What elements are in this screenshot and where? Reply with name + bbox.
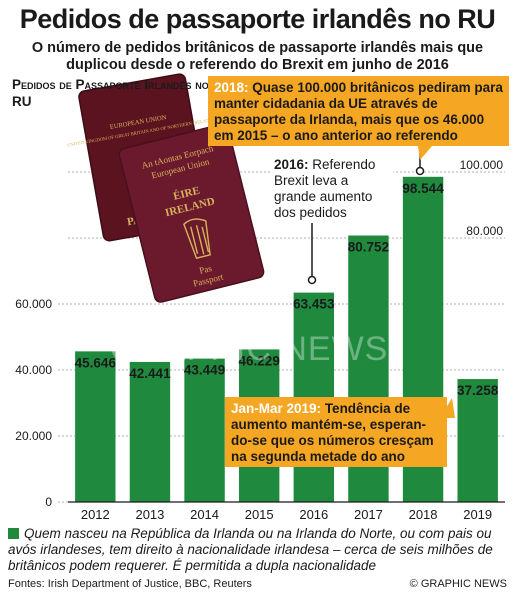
annotation-2018-text: Quase 100.000 britânicos pediram para ma… bbox=[214, 80, 503, 143]
annotation-2016: 2016: Referendo Brexit leva a grande aum… bbox=[270, 155, 393, 223]
y-tick-label-left-3: 60.000 bbox=[15, 297, 52, 311]
credit: © GRAPHIC NEWS bbox=[409, 578, 507, 590]
irish-passport-word1: Pas bbox=[198, 263, 213, 276]
footnote-text: Quem nasceu na República da Irlanda ou n… bbox=[8, 526, 493, 573]
green-square-icon bbox=[8, 528, 19, 539]
value-label-2019: 37.258 bbox=[457, 383, 499, 398]
sources: Fontes: Irish Department of Justice, BBC… bbox=[8, 578, 252, 590]
annotation-2019-year: Jan-Mar 2019: bbox=[231, 401, 322, 416]
annotation-2016-year: 2016: bbox=[274, 157, 309, 172]
footnote: Quem nasceu na República da Irlanda ou n… bbox=[8, 526, 508, 574]
x-tick-label-2019: 2019 bbox=[463, 507, 492, 522]
x-tick-label-2015: 2015 bbox=[245, 507, 274, 522]
page-title: Pedidos de passaporte irlandês no RU bbox=[19, 4, 496, 34]
value-label-2014: 43.449 bbox=[184, 363, 225, 378]
y-tick-label-left-0: 0 bbox=[45, 495, 52, 509]
callout-tail-2018 bbox=[418, 146, 432, 160]
annotation-2018-year: 2018: bbox=[214, 80, 249, 95]
value-label-2016: 63.453 bbox=[293, 297, 335, 312]
x-tick-label-2014: 2014 bbox=[190, 507, 219, 522]
irish-passport: An tAontas Eorpach European Union ÉIRE I… bbox=[118, 123, 265, 303]
watermark: GRAPHIC NEWS bbox=[110, 330, 389, 368]
value-label-2012: 45.646 bbox=[75, 355, 117, 370]
value-label-2017: 80.752 bbox=[348, 240, 389, 255]
passports-illustration: EUROPEAN UNION UNITED KINGDOM OF GREAT B… bbox=[67, 73, 265, 303]
y-tick-label-right-0: 80.000 bbox=[466, 224, 503, 238]
annotation-2019: Jan-Mar 2019: Tendência de aumento manté… bbox=[225, 397, 447, 467]
value-label-2013: 42.441 bbox=[129, 366, 171, 381]
annotation-2018: 2018: Quase 100.000 britânicos pediram p… bbox=[208, 76, 509, 146]
y-tick-label-left-2: 40.000 bbox=[15, 363, 52, 377]
chart-label: Pedidos de Passaporte Irlandês no RU bbox=[12, 77, 209, 109]
bar-2013 bbox=[129, 361, 171, 502]
subtitle: O número de pedidos britânicos de passap… bbox=[31, 40, 484, 73]
annotation-2016-text: Referendo Brexit leva a grande aumento d… bbox=[274, 157, 376, 220]
harp-icon bbox=[183, 218, 211, 260]
x-tick-label-2017: 2017 bbox=[354, 507, 383, 522]
x-tick-label-2013: 2013 bbox=[135, 507, 164, 522]
bar-2014 bbox=[184, 358, 225, 502]
axes: 0 20.000 40.000 60.000 80.000 100.000 2012 2013… bbox=[15, 158, 505, 522]
x-tick-label-2018: 2018 bbox=[409, 507, 438, 522]
annotation-pointers bbox=[307, 146, 425, 285]
value-label-2018: 98.544 bbox=[402, 181, 444, 196]
bar-2019 bbox=[457, 379, 498, 502]
x-tick-label-2016: 2016 bbox=[299, 507, 328, 522]
value-label-2015: 46.229 bbox=[239, 353, 280, 368]
y-tick-label-right-1: 100.000 bbox=[460, 158, 504, 172]
annotation-2019-text: Tendência de aumento mantém-se, esperan-… bbox=[231, 401, 434, 464]
y-tick-label-left-1: 20.000 bbox=[15, 429, 52, 443]
x-tick-label-2012: 2012 bbox=[81, 507, 110, 522]
bar-2012 bbox=[75, 351, 116, 502]
